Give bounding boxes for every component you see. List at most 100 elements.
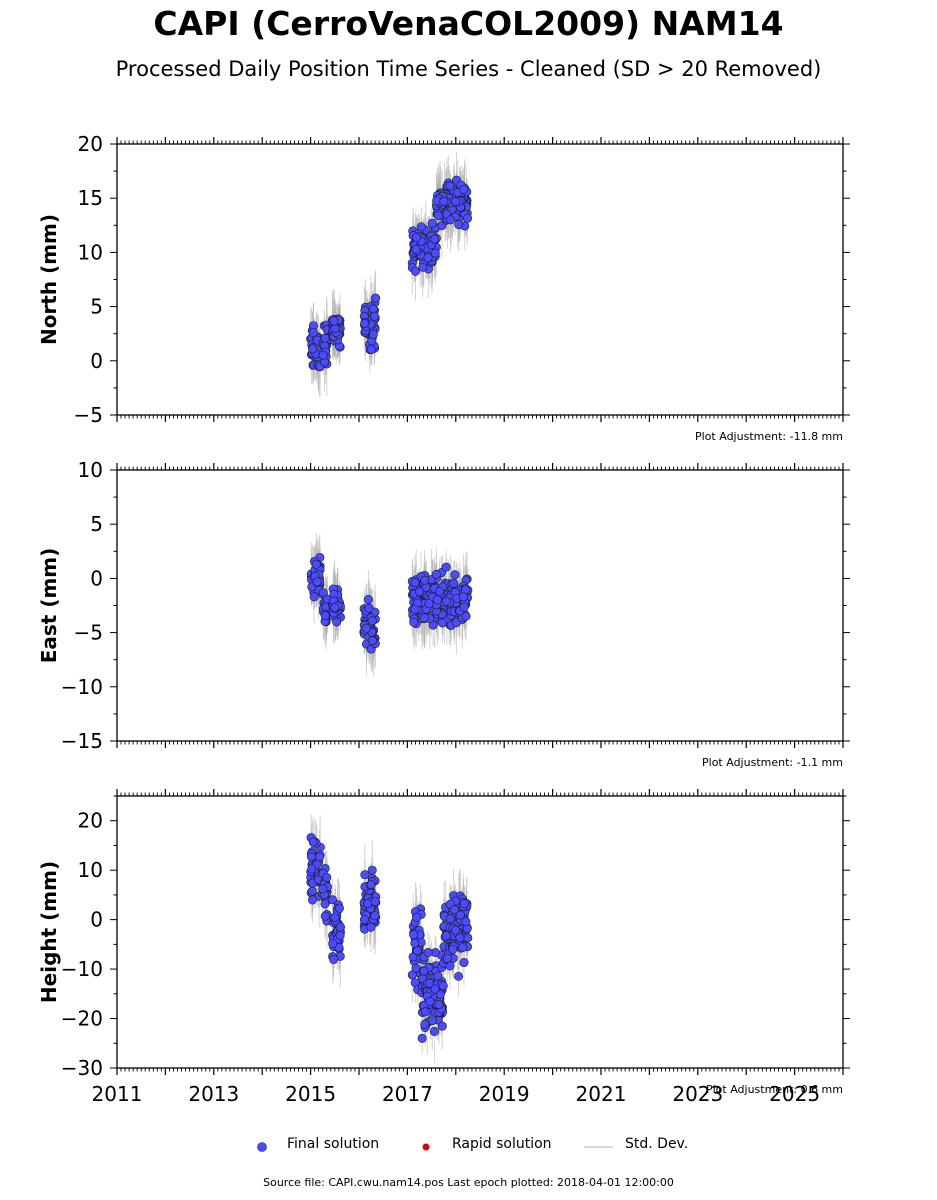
y-tick-label: −5 — [74, 403, 103, 427]
y-tick-label: 5 — [90, 512, 103, 536]
x-tick-label: 2023 — [672, 1082, 723, 1106]
data-point — [328, 939, 338, 949]
x-tick-label: 2017 — [382, 1082, 433, 1106]
data-point — [437, 618, 447, 628]
data-point — [366, 880, 376, 890]
y-tick-label: −5 — [74, 621, 103, 645]
y-tick-label: −30 — [61, 1056, 103, 1080]
data-layer — [306, 533, 473, 676]
data-point — [320, 611, 330, 621]
data-point — [320, 899, 330, 909]
axes-frame — [116, 469, 844, 742]
data-point — [423, 253, 433, 263]
legend-rapid-label: Rapid solution — [452, 1136, 552, 1152]
data-point — [360, 318, 370, 328]
x-tick-label: 2015 — [285, 1082, 336, 1106]
data-point — [370, 311, 380, 321]
data-point — [330, 324, 340, 334]
data-point — [429, 1026, 439, 1036]
data-point — [309, 592, 319, 602]
data-point — [368, 304, 378, 314]
data-point — [451, 618, 461, 628]
data-point — [463, 213, 473, 223]
data-point — [329, 316, 339, 326]
data-point — [418, 262, 428, 272]
data-point — [366, 344, 376, 354]
data-point — [410, 578, 420, 588]
data-point — [451, 197, 461, 207]
data-point — [441, 562, 451, 572]
x-tick-label: 2021 — [576, 1082, 627, 1106]
data-point — [458, 592, 468, 602]
data-point — [435, 586, 445, 596]
data-point — [330, 603, 340, 613]
legend-std-marker — [584, 1146, 613, 1148]
data-point — [367, 865, 377, 875]
data-point — [450, 570, 460, 580]
y-tick-label: −15 — [61, 729, 103, 753]
y-tick-label: 20 — [78, 809, 103, 833]
final-solution-points — [306, 175, 473, 372]
axes-frame — [116, 143, 844, 416]
data-point — [371, 293, 381, 303]
data-point — [410, 938, 420, 948]
data-point — [427, 218, 437, 228]
y-tick-label: 0 — [90, 908, 103, 932]
data-point — [445, 215, 455, 225]
data-point — [441, 931, 451, 941]
panel-2: −15 −10 −5 0 5 10 East (mm) Plot Adjustment: -1… — [37, 458, 850, 769]
data-point — [335, 922, 345, 932]
data-point — [367, 616, 377, 626]
data-point — [318, 884, 328, 894]
data-point — [420, 1019, 430, 1029]
y-tick-label: 10 — [78, 240, 103, 264]
y-tick-label: 0 — [90, 349, 103, 373]
data-point — [419, 613, 429, 623]
data-point — [420, 575, 430, 585]
data-point — [442, 953, 452, 963]
y-tick-label: 15 — [78, 186, 103, 210]
data-point — [433, 971, 443, 981]
y-tick-label: 5 — [90, 295, 103, 319]
data-point — [359, 915, 369, 925]
data-point — [420, 1007, 430, 1017]
data-point — [329, 955, 339, 965]
data-layer — [306, 814, 473, 1064]
data-point — [455, 910, 465, 920]
data-point — [433, 211, 443, 221]
y-tick-label: 0 — [90, 566, 103, 590]
x-tick-label: 2011 — [92, 1082, 143, 1106]
data-point — [445, 914, 455, 924]
data-point — [459, 602, 469, 612]
plot-adjustment-note: Plot Adjustment: 0.6 mm — [706, 1083, 843, 1096]
data-point — [312, 577, 322, 587]
data-point — [425, 997, 435, 1007]
data-point — [363, 899, 373, 909]
data-point — [430, 234, 440, 244]
data-point — [461, 917, 471, 927]
panel-3: −30 −20 −10 0 10 20 2011 2013 2015 2017 2019 2021 20… — [37, 789, 850, 1106]
data-point — [320, 333, 330, 343]
data-point — [430, 248, 440, 258]
data-point — [368, 329, 378, 339]
y-tick-label: 10 — [78, 858, 103, 882]
data-point — [423, 947, 433, 957]
data-point — [360, 870, 370, 880]
data-point — [424, 978, 434, 988]
data-point — [363, 595, 373, 605]
chart-subtitle: Processed Daily Position Time Series - C… — [115, 57, 822, 81]
data-point — [335, 931, 345, 941]
data-point — [412, 946, 422, 956]
y-tick-label: −10 — [61, 957, 103, 981]
data-point — [411, 244, 421, 254]
data-point — [417, 1033, 427, 1043]
data-point — [459, 899, 469, 909]
data-point — [318, 350, 328, 360]
data-point — [451, 925, 461, 935]
data-point — [318, 588, 328, 598]
data-point — [434, 1000, 444, 1010]
data-point — [424, 599, 434, 609]
data-point — [454, 971, 464, 981]
data-point — [445, 181, 455, 191]
